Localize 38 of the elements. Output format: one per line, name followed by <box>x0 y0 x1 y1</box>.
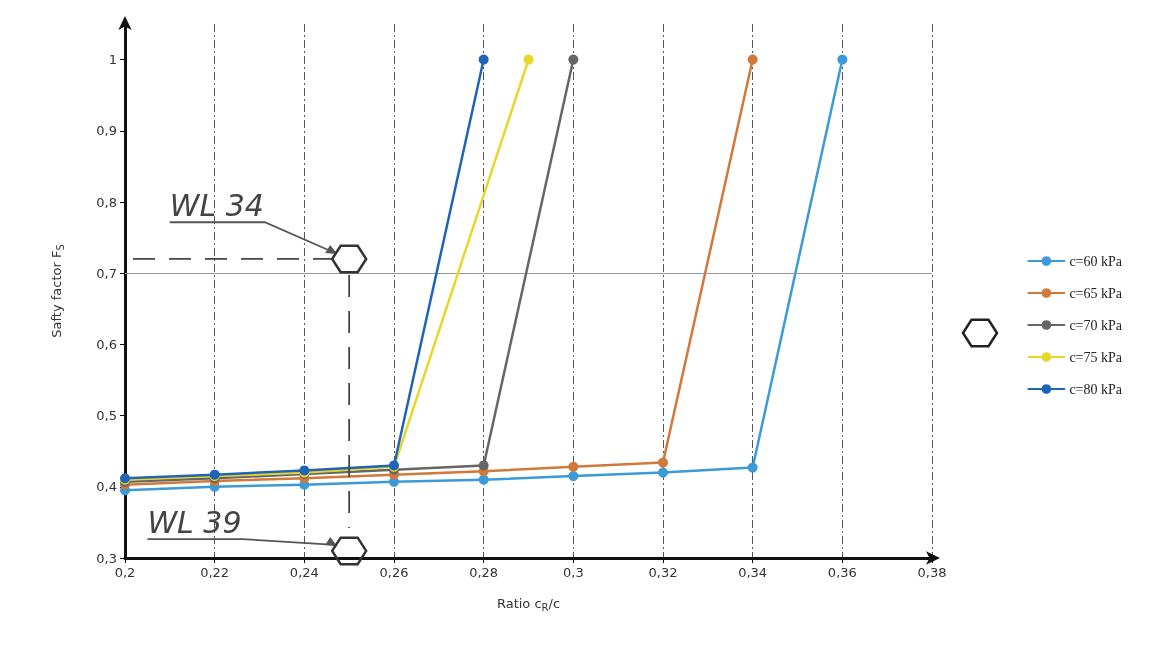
y-tick-label: 0,9 <box>96 123 117 139</box>
point <box>747 462 758 473</box>
y-tick-label: 0,3 <box>96 550 117 566</box>
legend-label: c=70 kPa <box>1069 317 1123 333</box>
y-tick-label: 0,4 <box>96 479 117 495</box>
x-tick-label: 0,24 <box>289 565 319 580</box>
point <box>658 457 668 468</box>
point <box>523 54 534 65</box>
annotation: WL 39 <box>147 505 242 541</box>
point <box>478 460 489 471</box>
x-tick-label: 0,32 <box>648 565 678 580</box>
y-tick-label: 0,7 <box>96 265 117 281</box>
x-tick-label: 0,2 <box>114 565 136 580</box>
x-tick-label: 0,3 <box>562 565 584 580</box>
point <box>747 54 758 65</box>
y-tick-label: 1 <box>108 52 117 68</box>
legend-label: c=75 kPa <box>1069 349 1123 365</box>
y-axis-title: Safty factor FS <box>48 244 66 338</box>
point <box>568 471 579 482</box>
x-tick-label: 0,34 <box>738 565 768 580</box>
legend-label: c=60 kPa <box>1069 253 1123 269</box>
y-tick-label: 0,6 <box>96 336 117 352</box>
legend-label: c=80 kPa <box>1069 381 1123 397</box>
x-tick-label: 0,36 <box>827 565 857 580</box>
x-tick-label: 0,38 <box>917 565 947 580</box>
point <box>478 54 489 65</box>
y-tick-label: 0,5 <box>96 408 117 424</box>
legend-label: c=65 kPa <box>1069 285 1123 301</box>
x-tick-label: 0,28 <box>469 565 499 580</box>
annotation: WL 34 <box>169 188 264 224</box>
x-tick-label: 0,26 <box>379 565 409 580</box>
y-tick-label: 0,8 <box>96 194 117 210</box>
x-tick-label: 0,22 <box>200 565 230 580</box>
point <box>478 474 489 485</box>
point <box>568 461 579 472</box>
point <box>837 54 848 65</box>
point <box>568 54 579 65</box>
point <box>658 467 668 478</box>
